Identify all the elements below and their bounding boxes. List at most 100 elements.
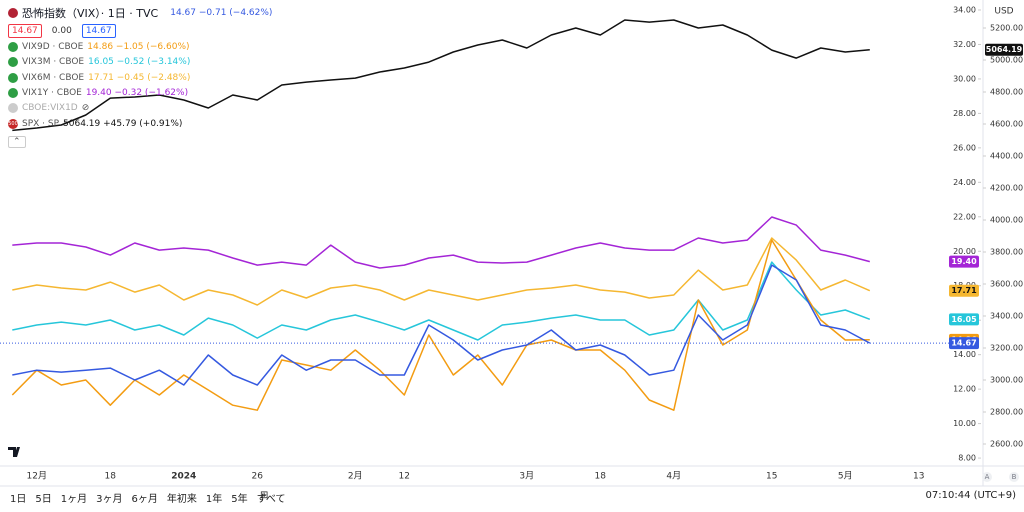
tv-logo xyxy=(8,447,20,457)
x-tick-label: 18 xyxy=(105,472,117,482)
date-picker-icon[interactable]: ⊞ xyxy=(260,490,269,501)
clock: 07:10:44 (UTC+9) xyxy=(925,490,1016,501)
hidden-series[interactable]: CBOE:VIX1D ⊘ xyxy=(8,103,89,113)
legend-value: 17.71 −0.45 (−2.48%) xyxy=(88,73,191,83)
range-button[interactable]: 1日 xyxy=(10,494,27,505)
range-button[interactable]: 5年 xyxy=(231,494,248,505)
y2-tick-label: 2600.00 xyxy=(990,440,1023,449)
range-button[interactable]: 6ヶ月 xyxy=(131,494,158,505)
series-line xyxy=(12,19,870,132)
y-tick-label: 20.00 xyxy=(953,247,976,256)
main-legend: 恐怖指数（VIX）· 1日 · TVC 14.67 −0.71 (−4.62%) xyxy=(8,5,272,21)
price-tag-label: 5064.19 xyxy=(986,45,1023,54)
price-tag xyxy=(949,313,979,326)
hidden-series-name: CBOE:VIX1D xyxy=(22,103,78,113)
price-tag-label: 19.40 xyxy=(951,257,977,266)
legend-name: VIX9D · CBOE xyxy=(22,42,84,52)
y-tick-label: 34.00 xyxy=(953,5,976,14)
x-tick-label: 26 xyxy=(252,472,264,482)
price-box[interactable]: 14.67 xyxy=(81,24,116,38)
legend-value: 16.05 −0.52 (−3.14%) xyxy=(88,57,191,67)
range-button[interactable]: すべて xyxy=(256,494,286,505)
price-tag-label: 16.05 xyxy=(951,315,977,324)
legend-value: 5064.19 +45.79 (+0.91%) xyxy=(63,119,183,129)
x-tick-label: 5月 xyxy=(838,471,853,482)
x-tick-label: 13 xyxy=(913,472,924,482)
price-tag xyxy=(949,284,979,297)
x-tick-label: 2月 xyxy=(348,471,363,482)
series-title: 恐怖指数（VIX）· 1日 · TVC xyxy=(22,7,159,20)
x-tick-label: 4月 xyxy=(666,471,681,482)
y-tick-label: 8.00 xyxy=(958,454,976,463)
legend-value: 14.86 −1.05 (−6.60%) xyxy=(87,42,190,52)
series-line xyxy=(12,237,871,306)
legend-row[interactable]: VIX9D · CBOE 14.86 −1.05 (−6.60%) xyxy=(8,42,190,52)
price-boxes: 14.67 0.00 14.67 xyxy=(8,24,119,38)
y2-tick-label: 3200.00 xyxy=(990,344,1023,353)
y2-tick-label: 3400.00 xyxy=(990,312,1023,321)
legend-row[interactable]: 500 SPX · SP 5064.19 +45.79 (+0.91%) xyxy=(8,119,182,129)
range-button[interactable]: 1ヶ月 xyxy=(60,494,88,505)
x-tick-label: 12 xyxy=(399,472,410,482)
x-tick-label: 3月 xyxy=(519,471,534,482)
x-tick-label: 12月 xyxy=(27,471,47,482)
y-tick-label: 30.00 xyxy=(953,74,976,83)
series-icon xyxy=(8,57,18,67)
price-box: 0.00 xyxy=(51,26,72,36)
series-icon: 500 xyxy=(8,119,18,129)
y2-tick-label: 3800.00 xyxy=(990,248,1023,257)
x-tick-label: 18 xyxy=(595,472,607,482)
range-button[interactable]: 3ヶ月 xyxy=(96,494,123,505)
y2-tick-label: 3000.00 xyxy=(990,376,1023,385)
range-button[interactable]: 年初来 xyxy=(166,494,197,505)
eye-off-icon[interactable]: ⊘ xyxy=(81,103,90,113)
y-tick-label: 14.00 xyxy=(953,350,976,359)
axis-marker xyxy=(1009,472,1019,482)
y-tick-label: 28.00 xyxy=(953,109,976,118)
y2-tick-label: 2800.00 xyxy=(990,408,1023,417)
y-tick-label: 32.00 xyxy=(953,40,976,49)
y2-tick-label: 3600.00 xyxy=(990,280,1023,289)
series-icon xyxy=(8,42,18,52)
series-icon xyxy=(8,73,18,83)
range-button[interactable]: 5日 xyxy=(35,494,52,505)
y2-tick-label: 4400.00 xyxy=(990,152,1023,161)
y2-tick-label: 4200.00 xyxy=(990,184,1023,193)
axis-marker-label: A xyxy=(985,473,990,481)
y2-tick-label: 5200.00 xyxy=(990,24,1023,33)
series-line xyxy=(12,261,871,341)
series-line xyxy=(11,239,870,411)
x-tick-label: 2024 xyxy=(171,472,196,482)
price-tag xyxy=(985,43,1023,56)
series-icon xyxy=(8,103,18,113)
legend-value: 19.40 −0.32 (−1.62%) xyxy=(85,88,189,98)
legend-name: VIX3M · CBOE xyxy=(22,57,85,67)
series-line xyxy=(12,264,871,386)
x-tick-label: 15 xyxy=(766,472,777,482)
price-tag-label: 17.71 xyxy=(951,286,977,295)
legend-name: VIX6M · CBOE xyxy=(22,73,85,83)
range-button[interactable]: 1年 xyxy=(205,494,223,505)
price-tag-label: 14.67 xyxy=(951,339,976,348)
legend-name: SPX · SP xyxy=(22,119,60,129)
axis-marker-label: B xyxy=(1012,473,1017,481)
price-box[interactable]: 14.67 xyxy=(8,24,42,38)
series-icon xyxy=(8,88,18,98)
series-line xyxy=(12,216,870,269)
collapse-button[interactable]: ⌃ xyxy=(8,136,29,148)
currency-label: USD xyxy=(994,7,1013,17)
legend-row[interactable]: VIX1Y · CBOE 19.40 −0.32 (−1.62%) xyxy=(8,88,188,98)
series-legend-value: 14.67 −0.71 (−4.62%) xyxy=(170,8,273,18)
legend-row[interactable]: VIX3M · CBOE 16.05 −0.52 (−3.14%) xyxy=(8,57,190,67)
price-tag xyxy=(949,337,979,350)
price-tag xyxy=(949,255,979,268)
y2-tick-label: 4600.00 xyxy=(990,120,1023,129)
legend-row[interactable]: VIX6M · CBOE 17.71 −0.45 (−2.48%) xyxy=(8,73,190,83)
y-tick-label: 22.00 xyxy=(953,212,976,221)
range-bar: 1日 5日 1ヶ月 3ヶ月 6ヶ月 年初来 1年 5年 すべて xyxy=(10,490,286,505)
y-tick-label: 12.00 xyxy=(953,385,976,394)
y-tick-label: 10.00 xyxy=(953,419,976,428)
y-tick-label: 24.00 xyxy=(953,178,976,187)
